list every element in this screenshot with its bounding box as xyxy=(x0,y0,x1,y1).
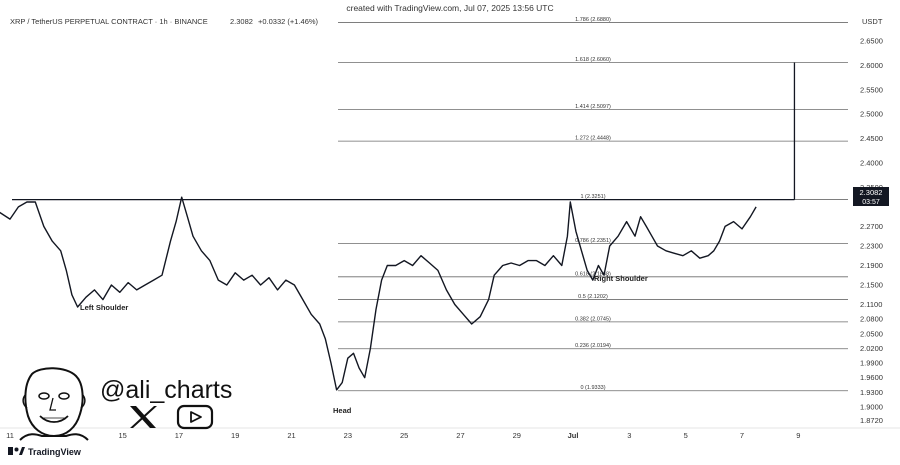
pattern-lines xyxy=(12,62,796,201)
price-change: +0.0332 (+1.46%) xyxy=(258,17,319,26)
fib-level-label: 0.236 (2.0194) xyxy=(575,343,611,349)
fib-level-label: 1.618 (2.6060) xyxy=(575,57,611,63)
fib-level-label: 0.786 (2.2351) xyxy=(575,238,611,244)
author-handle: @ali_charts xyxy=(100,376,232,404)
fib-level-label: 1.786 (2.6880) xyxy=(575,17,611,23)
y-tick-label: 2.2700 xyxy=(860,222,883,231)
youtube-play-icon xyxy=(176,404,214,430)
left-shoulder-label: Left Shoulder xyxy=(80,303,128,312)
x-tick-label: 25 xyxy=(400,431,408,440)
fib-level-label: 0.5 (2.1202) xyxy=(578,294,608,300)
fibonacci-levels: 1.786 (2.6880) 1.618 (2.6060) 1.414 (2.509… xyxy=(338,17,848,391)
y-tick-label: 2.4500 xyxy=(860,134,883,143)
y-tick-label: 2.2300 xyxy=(860,241,883,250)
cartoon-avatar-icon xyxy=(19,367,89,441)
fib-level-label: 1.414 (2.5097) xyxy=(575,104,611,110)
x-tick-label: 15 xyxy=(118,431,126,440)
watermark-top: created with TradingView.com, Jul 07, 20… xyxy=(346,3,553,13)
tradingview-logo-text: TradingView xyxy=(28,447,82,457)
price-badge-countdown: 03:57 xyxy=(862,199,880,206)
y-tick-label: 1.8720 xyxy=(860,416,883,425)
fib-level-label: 0.382 (2.0745) xyxy=(575,316,611,322)
y-tick-label: 2.6000 xyxy=(860,61,883,70)
y-tick-label: 1.9000 xyxy=(860,403,883,412)
y-tick-label: 2.5000 xyxy=(860,110,883,119)
fib-level-label: 0.618 (2.1668) xyxy=(575,271,611,277)
last-price: 2.3082 xyxy=(230,17,253,26)
x-tick-label: 9 xyxy=(796,431,800,440)
pattern-annotations: Left Shoulder Head Right Shoulder xyxy=(80,274,648,415)
y-tick-label: 1.9600 xyxy=(860,373,883,382)
x-tick-label: Jul xyxy=(568,431,579,440)
y-tick-label: 2.0500 xyxy=(860,329,883,338)
x-tick-label: 7 xyxy=(740,431,744,440)
y-tick-label: 2.4000 xyxy=(860,159,883,168)
x-tick-label: 27 xyxy=(456,431,464,440)
fib-level-label: 0 (1.9333) xyxy=(580,385,605,391)
x-logo-icon xyxy=(130,406,157,428)
x-tick-label: 29 xyxy=(513,431,521,440)
x-tick-label: 17 xyxy=(175,431,183,440)
x-tick-label: 5 xyxy=(684,431,688,440)
x-tick-label: 19 xyxy=(231,431,239,440)
right-shoulder-label: Right Shoulder xyxy=(594,274,648,283)
y-tick-label: 2.6500 xyxy=(860,37,883,46)
y-tick-label: 2.5500 xyxy=(860,85,883,94)
tradingview-footer: TradingView xyxy=(8,447,82,457)
currency-label: USDT xyxy=(862,17,883,26)
y-tick-label: 2.1500 xyxy=(860,281,883,290)
y-tick-label: 2.1100 xyxy=(860,300,882,309)
price-series-line xyxy=(0,196,757,391)
tradingview-logo-icon xyxy=(8,447,25,455)
fib-level-label: 1 (2.3251) xyxy=(580,194,605,200)
y-tick-label: 2.0200 xyxy=(860,344,883,353)
y-tick-label: 1.9300 xyxy=(860,388,883,397)
x-tick-label: 21 xyxy=(287,431,295,440)
head-label: Head xyxy=(333,406,352,415)
y-tick-label: 2.1900 xyxy=(860,261,883,270)
chart-header: XRP / TetherUS PERPETUAL CONTRACT · 1h ·… xyxy=(10,17,319,26)
price-badge-bg xyxy=(853,187,889,206)
price-badge-value: 2.3082 xyxy=(860,188,883,197)
x-tick-label: 23 xyxy=(344,431,352,440)
symbol-title: XRP / TetherUS PERPETUAL CONTRACT · 1h ·… xyxy=(10,17,208,26)
ali-charts-branding: @ali_charts xyxy=(19,367,232,441)
x-tick-label: 11 xyxy=(6,431,14,440)
price-series xyxy=(0,196,757,391)
y-tick-label: 2.0800 xyxy=(860,315,883,324)
y-tick-label: 1.9900 xyxy=(860,359,883,368)
fib-level-label: 1.272 (2.4448) xyxy=(575,136,611,142)
current-price-badge: 2.3082 03:57 xyxy=(853,187,889,206)
x-tick-label: 3 xyxy=(627,431,631,440)
